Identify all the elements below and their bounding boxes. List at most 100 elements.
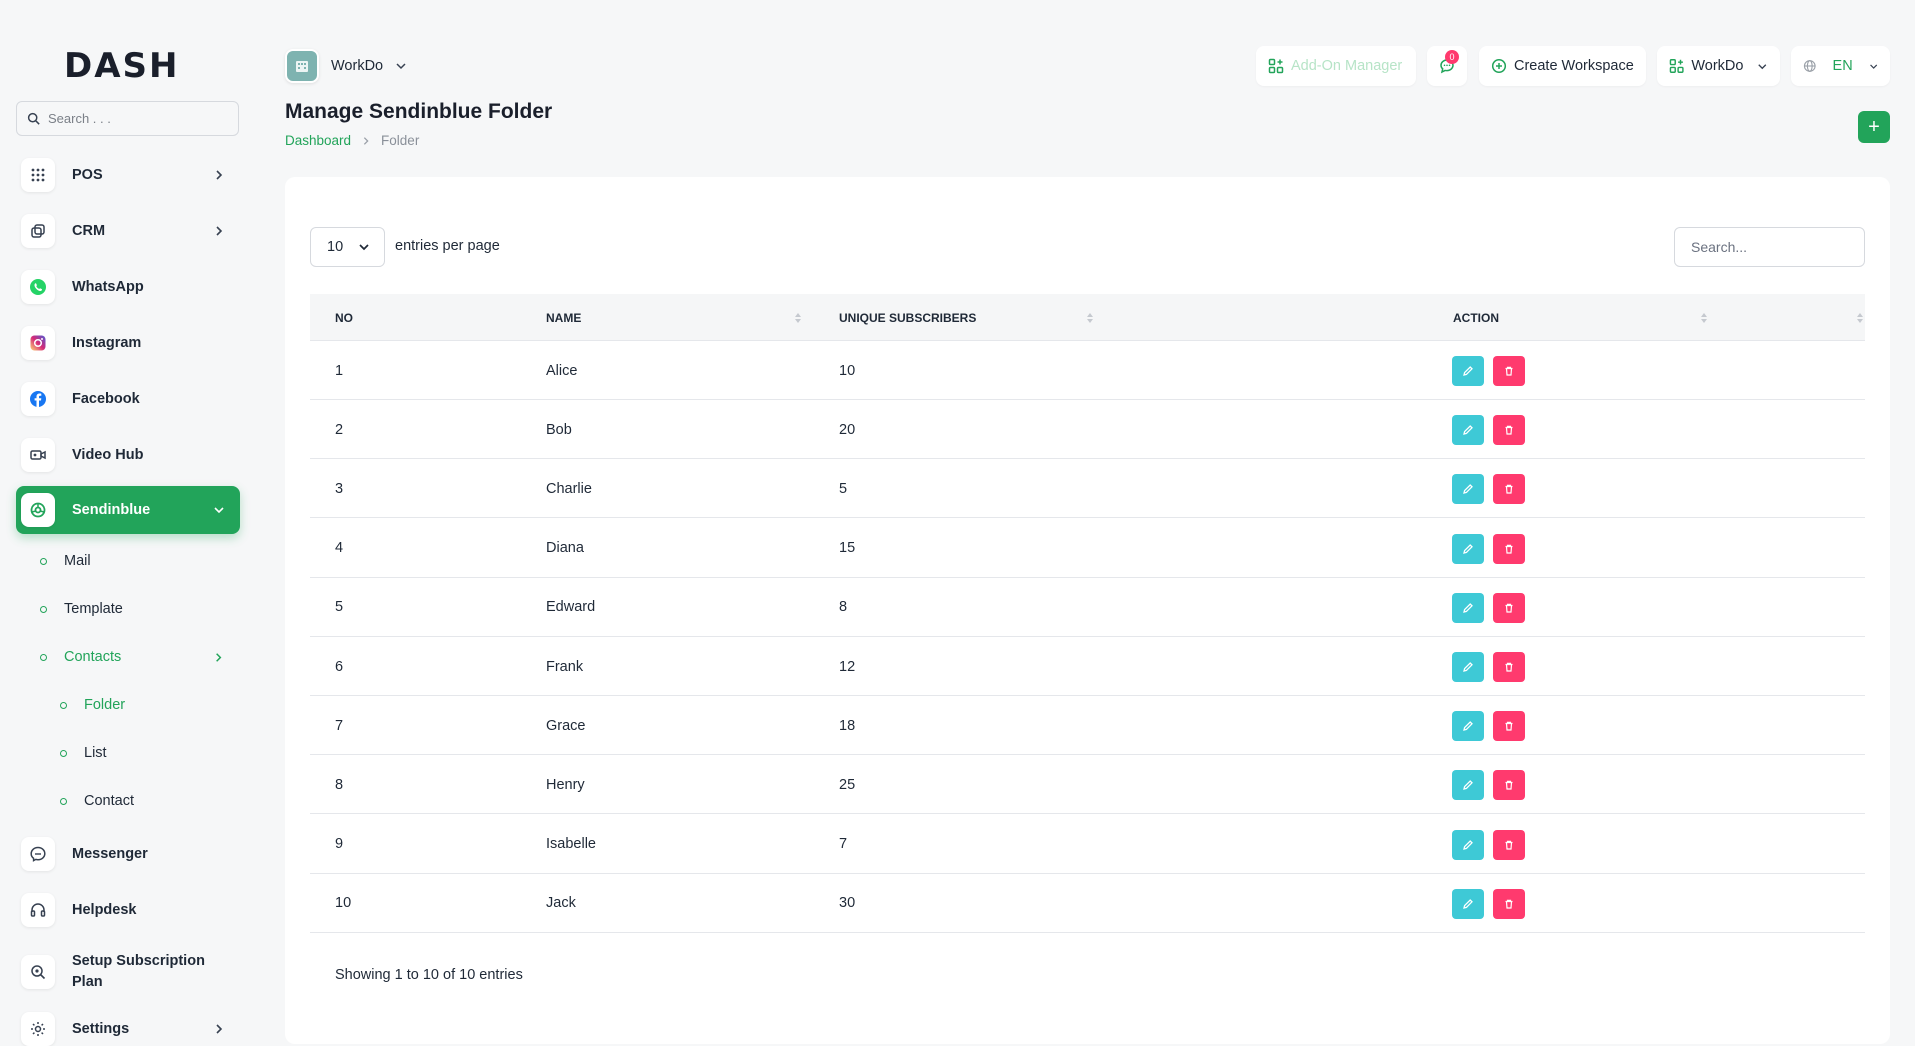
apps-icon <box>1268 58 1284 74</box>
sidebar-search[interactable] <box>16 101 239 136</box>
cell-name: Diana <box>546 540 584 557</box>
workspace-switch-button[interactable]: WorkDo <box>1657 46 1780 86</box>
entries-per-page-select[interactable]: 10 <box>310 227 385 267</box>
sidebar-item-setup-subscription[interactable]: Setup Subscription Plan <box>16 944 240 1000</box>
cell-name: Henry <box>546 776 585 793</box>
sidebar-item-instagram[interactable]: Instagram <box>16 319 240 367</box>
cell-no: 5 <box>335 599 344 616</box>
sort-icon[interactable] <box>1085 310 1095 326</box>
column-header-name[interactable]: NAME <box>546 310 582 325</box>
edit-button[interactable] <box>1452 652 1484 682</box>
edit-button[interactable] <box>1452 356 1484 386</box>
delete-button[interactable] <box>1493 474 1525 505</box>
sidebar-subitem-list[interactable]: List <box>60 745 107 761</box>
sidebar-item-crm[interactable]: CRM <box>16 207 240 255</box>
cell-name: Bob <box>546 421 572 438</box>
delete-button[interactable] <box>1493 652 1525 682</box>
crm-icon <box>21 214 55 248</box>
notification-badge: 0 <box>1445 50 1459 64</box>
delete-button[interactable] <box>1493 829 1525 860</box>
sidebar-item-label: Sendinblue <box>72 502 151 518</box>
bullet-icon <box>40 557 47 565</box>
pencil-icon <box>1463 721 1473 732</box>
sidebar-subitem-mail[interactable]: Mail <box>40 553 91 569</box>
subitem-label: Template <box>64 601 123 617</box>
subitem-label: List <box>84 745 107 761</box>
sidebar-search-input[interactable] <box>48 111 228 126</box>
subitem-label: Mail <box>64 553 91 569</box>
edit-button[interactable] <box>1452 474 1484 505</box>
cell-name: Frank <box>546 658 584 675</box>
table-row: 7 Grace 18 <box>310 696 1865 756</box>
column-header-action[interactable]: ACTION <box>1453 310 1499 325</box>
notifications-button[interactable]: 0 <box>1427 46 1467 86</box>
workspace-selector[interactable]: WorkDo <box>285 46 421 86</box>
delete-button[interactable] <box>1493 711 1525 742</box>
addon-manager-button[interactable]: Add-On Manager <box>1256 46 1416 86</box>
logo-text: DASH <box>64 46 180 86</box>
facebook-icon <box>21 382 55 416</box>
sidebar-item-whatsapp[interactable]: WhatsApp <box>16 263 240 311</box>
delete-button[interactable] <box>1493 533 1525 564</box>
edit-button[interactable] <box>1452 415 1484 446</box>
sidebar-subitem-contact[interactable]: Contact <box>60 793 134 809</box>
pencil-icon <box>1463 543 1473 554</box>
sort-icon[interactable] <box>1855 310 1865 326</box>
gear-icon <box>21 1012 55 1046</box>
pencil-icon <box>1463 425 1473 436</box>
sidebar-subitem-contacts[interactable]: Contacts <box>40 649 225 665</box>
edit-button[interactable] <box>1452 711 1484 742</box>
edit-button[interactable] <box>1452 533 1484 564</box>
add-folder-button[interactable]: + <box>1858 111 1890 143</box>
delete-button[interactable] <box>1493 770 1525 801</box>
cell-unique-subscribers: 5 <box>839 480 848 497</box>
cell-unique-subscribers: 15 <box>839 540 856 557</box>
edit-button[interactable] <box>1452 829 1484 860</box>
brand-logo[interactable]: DASH <box>64 46 179 86</box>
table-row: 5 Edward 8 <box>310 578 1865 637</box>
sidebar-item-video-hub[interactable]: Video Hub <box>16 431 240 479</box>
sidebar-item-messenger[interactable]: Messenger <box>16 830 240 878</box>
table-search-input[interactable] <box>1674 227 1865 267</box>
sidebar-item-helpdesk[interactable]: Helpdesk <box>16 886 240 934</box>
table-row: 2 Bob 20 <box>310 400 1865 460</box>
plus-circle-icon <box>1491 58 1507 74</box>
edit-button[interactable] <box>1452 592 1484 623</box>
sidebar-subitem-template[interactable]: Template <box>40 601 123 617</box>
pencil-icon <box>1463 662 1473 672</box>
cell-unique-subscribers: 8 <box>839 599 848 616</box>
delete-button[interactable] <box>1493 888 1525 919</box>
column-header-no[interactable]: NO <box>335 310 353 325</box>
edit-button[interactable] <box>1452 770 1484 801</box>
column-header-unique-subscribers[interactable]: UNIQUE SUBSCRIBERS <box>839 310 977 325</box>
breadcrumb-dashboard-link[interactable]: Dashboard <box>285 133 352 148</box>
cell-name: Isabelle <box>546 836 596 853</box>
sidebar-item-sendinblue[interactable]: Sendinblue <box>16 486 240 534</box>
cell-unique-subscribers: 10 <box>839 362 856 379</box>
sidebar-subitem-folder[interactable]: Folder <box>60 697 125 713</box>
language-label: EN <box>1832 58 1853 74</box>
sidebar-item-pos[interactable]: POS <box>16 151 240 199</box>
trash-icon <box>1505 662 1513 672</box>
messenger-icon <box>21 837 55 871</box>
cell-name: Grace <box>546 717 586 734</box>
create-workspace-button[interactable]: Create Workspace <box>1479 46 1646 86</box>
sort-icon[interactable] <box>793 310 803 326</box>
chevron-right-icon <box>216 170 223 180</box>
sidebar-item-settings[interactable]: Settings <box>16 1005 240 1046</box>
chevron-right-icon <box>216 652 222 662</box>
edit-button[interactable] <box>1452 888 1484 919</box>
delete-button[interactable] <box>1493 415 1525 446</box>
trash-icon <box>1505 485 1513 494</box>
cell-unique-subscribers: 18 <box>839 717 856 734</box>
sort-icon[interactable] <box>1699 310 1709 326</box>
language-selector[interactable]: EN <box>1791 46 1890 86</box>
cell-no: 6 <box>335 658 344 675</box>
chevron-right-icon <box>216 226 223 236</box>
per-page-value: 10 <box>327 239 344 255</box>
delete-button[interactable] <box>1493 356 1525 386</box>
sidebar-item-facebook[interactable]: Facebook <box>16 375 240 423</box>
chevron-down-icon <box>1869 64 1877 69</box>
pencil-icon <box>1463 898 1473 909</box>
delete-button[interactable] <box>1493 592 1525 623</box>
